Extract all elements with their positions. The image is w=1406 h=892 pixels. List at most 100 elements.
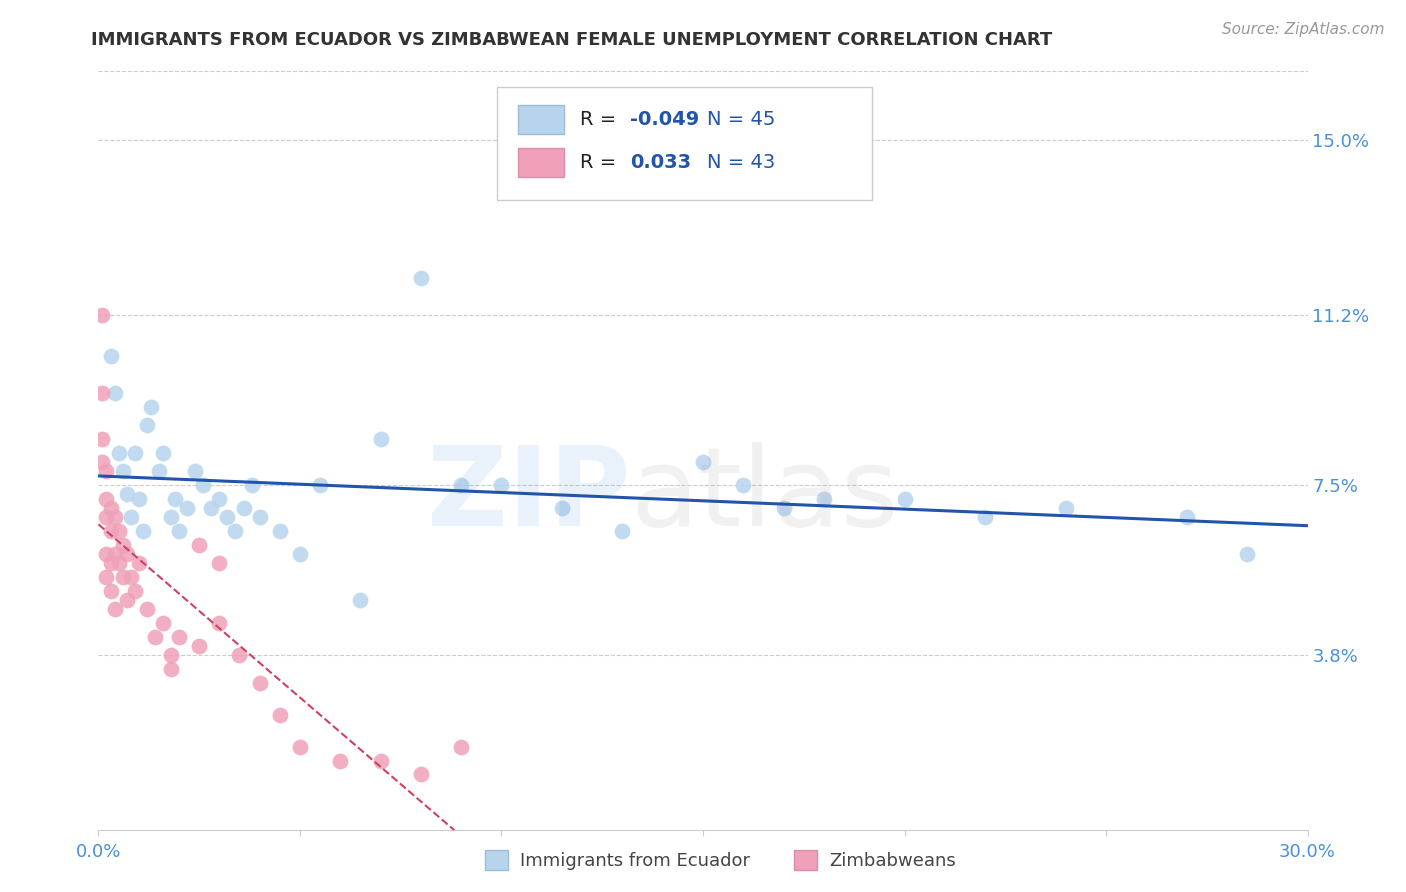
Text: Source: ZipAtlas.com: Source: ZipAtlas.com bbox=[1222, 22, 1385, 37]
Point bbox=[217, 510, 239, 524]
Point bbox=[115, 487, 138, 501]
Text: N = 43: N = 43 bbox=[707, 153, 775, 172]
Point bbox=[269, 707, 291, 722]
Point bbox=[124, 446, 146, 460]
Point bbox=[160, 648, 183, 662]
Point bbox=[167, 630, 190, 644]
Point bbox=[228, 648, 250, 662]
Point bbox=[772, 500, 794, 515]
Point bbox=[160, 510, 183, 524]
Text: ZIP: ZIP bbox=[427, 442, 630, 549]
Point bbox=[100, 583, 122, 598]
Point bbox=[370, 754, 392, 768]
Point bbox=[143, 630, 166, 644]
Point bbox=[100, 524, 122, 538]
Point bbox=[224, 524, 246, 538]
Point bbox=[91, 432, 114, 446]
Point bbox=[409, 271, 432, 285]
Point bbox=[115, 547, 138, 561]
Point bbox=[249, 510, 271, 524]
Point bbox=[692, 455, 714, 469]
Point bbox=[103, 602, 125, 616]
Point bbox=[152, 615, 174, 630]
Point bbox=[370, 432, 392, 446]
Point bbox=[240, 478, 263, 492]
Point bbox=[100, 556, 122, 570]
Point bbox=[96, 464, 118, 478]
Point bbox=[100, 500, 122, 515]
Point bbox=[893, 491, 915, 506]
Point bbox=[176, 500, 198, 515]
Point bbox=[139, 400, 162, 414]
Point bbox=[288, 547, 311, 561]
FancyBboxPatch shape bbox=[517, 104, 564, 134]
Point bbox=[184, 464, 207, 478]
Point bbox=[288, 739, 311, 754]
Point bbox=[232, 500, 254, 515]
Point bbox=[120, 570, 142, 584]
Point bbox=[193, 478, 215, 492]
Point bbox=[450, 478, 472, 492]
Point bbox=[96, 570, 118, 584]
Point bbox=[974, 510, 997, 524]
Point bbox=[132, 524, 155, 538]
Point bbox=[309, 478, 332, 492]
Point bbox=[1175, 510, 1198, 524]
Point bbox=[269, 524, 291, 538]
Point bbox=[128, 556, 150, 570]
Text: Immigrants from Ecuador: Immigrants from Ecuador bbox=[520, 852, 751, 870]
Point bbox=[103, 510, 125, 524]
Text: IMMIGRANTS FROM ECUADOR VS ZIMBABWEAN FEMALE UNEMPLOYMENT CORRELATION CHART: IMMIGRANTS FROM ECUADOR VS ZIMBABWEAN FE… bbox=[91, 31, 1053, 49]
Point bbox=[135, 602, 157, 616]
Text: N = 45: N = 45 bbox=[707, 110, 775, 128]
Text: -0.049: -0.049 bbox=[630, 110, 700, 128]
Point bbox=[612, 524, 634, 538]
Point bbox=[148, 464, 170, 478]
Point bbox=[1054, 500, 1077, 515]
Point bbox=[152, 446, 174, 460]
Text: 0.033: 0.033 bbox=[630, 153, 692, 172]
Point bbox=[91, 308, 114, 322]
Point bbox=[111, 464, 134, 478]
Point bbox=[128, 491, 150, 506]
Point bbox=[450, 739, 472, 754]
Point bbox=[200, 500, 222, 515]
Point bbox=[135, 418, 157, 433]
Point bbox=[813, 491, 835, 506]
Point bbox=[107, 446, 129, 460]
Point bbox=[249, 675, 271, 690]
Point bbox=[491, 478, 513, 492]
Point bbox=[100, 349, 122, 363]
Text: R =: R = bbox=[579, 153, 628, 172]
Point bbox=[188, 639, 211, 653]
Point bbox=[107, 556, 129, 570]
Text: Zimbabweans: Zimbabweans bbox=[830, 852, 956, 870]
FancyBboxPatch shape bbox=[517, 148, 564, 177]
Point bbox=[329, 754, 352, 768]
Point bbox=[167, 524, 190, 538]
Point bbox=[733, 478, 755, 492]
Point bbox=[409, 767, 432, 781]
Point bbox=[107, 524, 129, 538]
Point bbox=[208, 556, 231, 570]
Point bbox=[115, 592, 138, 607]
FancyBboxPatch shape bbox=[498, 87, 872, 201]
Text: R =: R = bbox=[579, 110, 623, 128]
Point bbox=[551, 500, 574, 515]
Point bbox=[96, 547, 118, 561]
Point bbox=[163, 491, 186, 506]
Point bbox=[124, 583, 146, 598]
Point bbox=[1236, 547, 1258, 561]
Point bbox=[111, 538, 134, 552]
Point bbox=[188, 538, 211, 552]
Point bbox=[96, 510, 118, 524]
Text: atlas: atlas bbox=[630, 442, 898, 549]
Point bbox=[91, 386, 114, 401]
Point bbox=[349, 592, 371, 607]
Point bbox=[208, 615, 231, 630]
Point bbox=[120, 510, 142, 524]
Point bbox=[96, 491, 118, 506]
Point bbox=[208, 491, 231, 506]
Point bbox=[111, 570, 134, 584]
Point bbox=[103, 386, 125, 401]
